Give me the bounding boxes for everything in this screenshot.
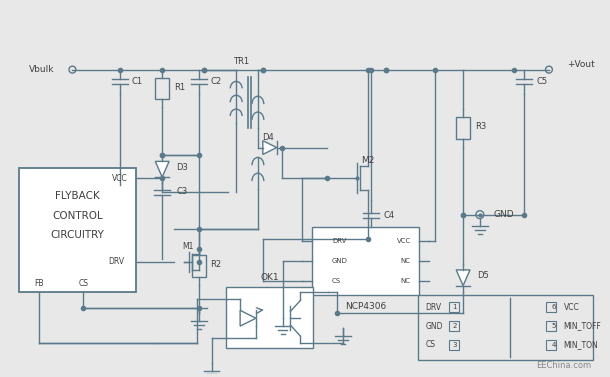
Text: FLYBACK: FLYBACK: [55, 191, 99, 201]
Text: NC: NC: [401, 258, 411, 264]
Bar: [192, 255, 206, 277]
Polygon shape: [240, 310, 256, 326]
Text: C1: C1: [132, 77, 143, 86]
Bar: [312, 227, 418, 294]
Text: C4: C4: [383, 211, 394, 220]
Bar: [546, 340, 556, 350]
Text: DRV: DRV: [426, 303, 442, 312]
Bar: [450, 321, 459, 331]
Text: CS: CS: [78, 279, 88, 288]
Bar: [19, 168, 135, 291]
Text: GND: GND: [493, 210, 514, 219]
Text: M2: M2: [362, 156, 375, 165]
Text: 5: 5: [552, 323, 556, 329]
Text: Vbulk: Vbulk: [29, 65, 55, 74]
Bar: [450, 340, 459, 350]
Text: 3: 3: [452, 342, 456, 348]
Polygon shape: [456, 270, 470, 286]
Text: D3: D3: [176, 163, 188, 172]
Text: D5: D5: [477, 271, 489, 280]
Text: R2: R2: [210, 261, 221, 270]
Text: GND: GND: [426, 322, 443, 331]
Polygon shape: [263, 141, 277, 155]
Text: VCC: VCC: [564, 303, 579, 312]
Text: CIRCUITRY: CIRCUITRY: [51, 230, 104, 241]
Text: D4: D4: [262, 133, 274, 142]
Bar: [546, 321, 556, 331]
Text: DRV: DRV: [332, 238, 346, 244]
Text: R1: R1: [174, 83, 185, 92]
Bar: [546, 302, 556, 312]
Bar: [456, 117, 470, 139]
Text: CONTROL: CONTROL: [52, 211, 102, 221]
Text: 6: 6: [552, 304, 556, 310]
Text: EEChina.com: EEChina.com: [536, 361, 591, 370]
Text: VCC: VCC: [396, 238, 411, 244]
Text: DRV: DRV: [108, 257, 124, 267]
Text: M1: M1: [182, 242, 193, 251]
Text: TR1: TR1: [233, 57, 249, 66]
Text: 4: 4: [552, 342, 556, 348]
Bar: [450, 302, 459, 312]
Bar: [226, 287, 313, 348]
Text: OK1: OK1: [260, 273, 279, 282]
Bar: [156, 78, 169, 99]
Text: CS: CS: [426, 340, 436, 349]
Bar: [418, 294, 594, 360]
Text: 1: 1: [452, 304, 456, 310]
Text: C5: C5: [536, 77, 547, 86]
Text: C3: C3: [176, 187, 187, 196]
Text: VCC: VCC: [112, 174, 127, 182]
Text: +Vout: +Vout: [567, 60, 594, 69]
Text: NC: NC: [401, 278, 411, 284]
Text: FB: FB: [34, 279, 44, 288]
Text: NCP4306: NCP4306: [345, 302, 386, 311]
Text: CS: CS: [332, 278, 341, 284]
Text: 2: 2: [452, 323, 456, 329]
Polygon shape: [156, 161, 169, 177]
Text: MIN_TOFF: MIN_TOFF: [564, 322, 601, 331]
Text: MIN_TON: MIN_TON: [564, 340, 598, 349]
Text: R3: R3: [475, 123, 486, 131]
Text: GND: GND: [332, 258, 348, 264]
Text: C2: C2: [210, 77, 221, 86]
